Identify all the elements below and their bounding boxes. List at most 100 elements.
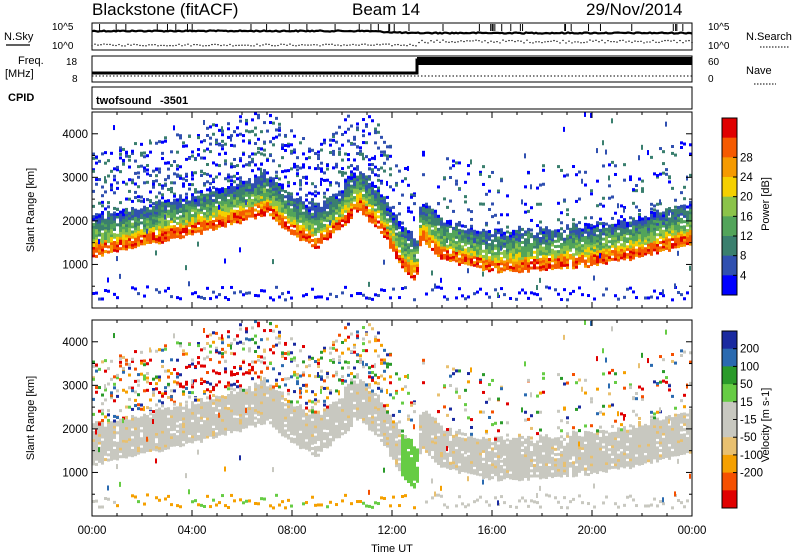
power-cell — [233, 220, 236, 224]
power-cell — [236, 171, 239, 175]
power-cell — [653, 243, 656, 247]
power-cell — [221, 197, 224, 201]
power-cell — [98, 297, 101, 301]
power-cell — [542, 236, 545, 240]
velocity-cell — [185, 412, 188, 416]
power-cell — [548, 242, 551, 246]
power-cell — [266, 199, 269, 203]
power-cell — [485, 230, 488, 234]
velocity-cell — [182, 352, 185, 356]
velocity-cell — [146, 414, 149, 418]
power-cell — [281, 186, 284, 190]
nsearch-point — [166, 45, 168, 47]
power-cell — [176, 221, 179, 225]
power-cell — [371, 217, 374, 221]
power-cell — [572, 255, 575, 259]
power-cell — [161, 151, 164, 155]
power-cell — [485, 267, 488, 271]
velocity-cell — [116, 447, 119, 451]
power-cell — [365, 192, 368, 196]
power-cell — [134, 239, 137, 243]
nsearch-point — [211, 43, 213, 46]
power-cell — [158, 210, 161, 214]
velocity-cell — [155, 424, 158, 428]
velocity-cell — [101, 402, 104, 406]
power-cell — [383, 206, 386, 210]
power-cell — [281, 204, 284, 208]
power-cell — [647, 227, 650, 231]
power-cell — [308, 224, 311, 228]
power-cell — [134, 208, 137, 212]
power-cell — [659, 172, 662, 176]
power-cell — [293, 219, 296, 223]
velocity-cell — [158, 441, 161, 445]
power-cell — [101, 248, 104, 252]
power-cell — [638, 236, 641, 240]
power-cell — [452, 255, 455, 259]
power-cell — [584, 183, 587, 187]
power-cell — [584, 111, 586, 117]
power-cell — [440, 235, 443, 239]
power-cell — [407, 271, 410, 275]
power-cell — [614, 223, 617, 227]
power-cell — [143, 294, 146, 298]
power-cell — [482, 231, 485, 235]
power-cell — [461, 261, 464, 265]
power-cell — [209, 136, 212, 140]
velocity-cell — [119, 357, 122, 361]
velocity-cell — [131, 386, 134, 390]
power-cell — [119, 218, 122, 222]
power-cell — [194, 219, 197, 223]
power-cell — [620, 243, 623, 247]
power-cell — [314, 240, 317, 244]
power-cell — [434, 228, 437, 232]
power-cell — [260, 195, 263, 199]
power-cell — [296, 234, 299, 238]
freq-left-tick-bottom: 8 — [72, 74, 78, 85]
power-cell — [560, 250, 563, 254]
power-cell — [362, 178, 365, 182]
power-cell — [668, 238, 671, 242]
power-cell — [131, 149, 134, 153]
power-cell — [209, 220, 212, 224]
power-cell — [308, 147, 311, 151]
power-cell — [530, 184, 532, 190]
power-cell — [155, 216, 158, 220]
velocity-cell — [143, 437, 146, 441]
power-cell — [617, 240, 620, 244]
power-cell — [380, 153, 383, 157]
power-cell — [668, 180, 671, 184]
velocity-cell — [188, 411, 191, 415]
power-cell — [344, 179, 347, 183]
power-cell — [539, 231, 542, 235]
power-cell — [452, 250, 455, 254]
power-cell — [257, 178, 260, 182]
velocity-cell — [143, 432, 146, 436]
velocity-cell — [194, 396, 197, 400]
power-cell — [281, 212, 284, 216]
velocity-cell — [107, 367, 110, 371]
power-cell — [104, 223, 107, 227]
power-cell — [308, 237, 311, 241]
velocity-cell — [125, 426, 128, 430]
power-cell — [152, 229, 155, 233]
velocity-cell — [170, 412, 173, 416]
velocity-cell — [140, 361, 143, 365]
power-cell — [467, 254, 470, 258]
power-cell — [635, 222, 638, 226]
power-cell — [257, 205, 260, 209]
power-cell — [686, 291, 689, 295]
velocity-cell — [167, 369, 170, 373]
velocity-cell — [149, 422, 152, 426]
power-cell — [677, 232, 680, 236]
power-cell — [284, 203, 287, 207]
power-cell — [677, 216, 680, 220]
power-cell — [110, 244, 113, 248]
velocity-cell — [92, 462, 95, 466]
velocity-cell — [125, 431, 128, 435]
power-cell — [302, 235, 305, 239]
power-cell — [383, 221, 386, 225]
power-cell — [161, 227, 164, 231]
power-cell — [629, 229, 632, 233]
power-cell — [623, 257, 626, 261]
